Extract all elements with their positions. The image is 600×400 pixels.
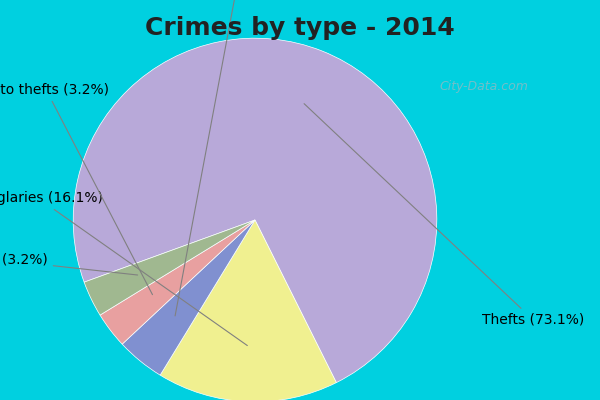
Wedge shape	[73, 38, 437, 383]
Wedge shape	[84, 220, 255, 315]
Text: Rapes (3.2%): Rapes (3.2%)	[0, 253, 137, 275]
Text: Thefts (73.1%): Thefts (73.1%)	[304, 104, 584, 327]
Text: Burglaries (16.1%): Burglaries (16.1%)	[0, 191, 247, 346]
Text: Auto thefts (3.2%): Auto thefts (3.2%)	[0, 82, 152, 295]
Text: Crimes by type - 2014: Crimes by type - 2014	[145, 16, 455, 40]
Wedge shape	[160, 220, 337, 400]
Wedge shape	[100, 220, 255, 344]
Wedge shape	[122, 220, 255, 375]
Text: Assaults (4.3%): Assaults (4.3%)	[175, 0, 300, 316]
Text: City-Data.com: City-Data.com	[439, 80, 528, 93]
